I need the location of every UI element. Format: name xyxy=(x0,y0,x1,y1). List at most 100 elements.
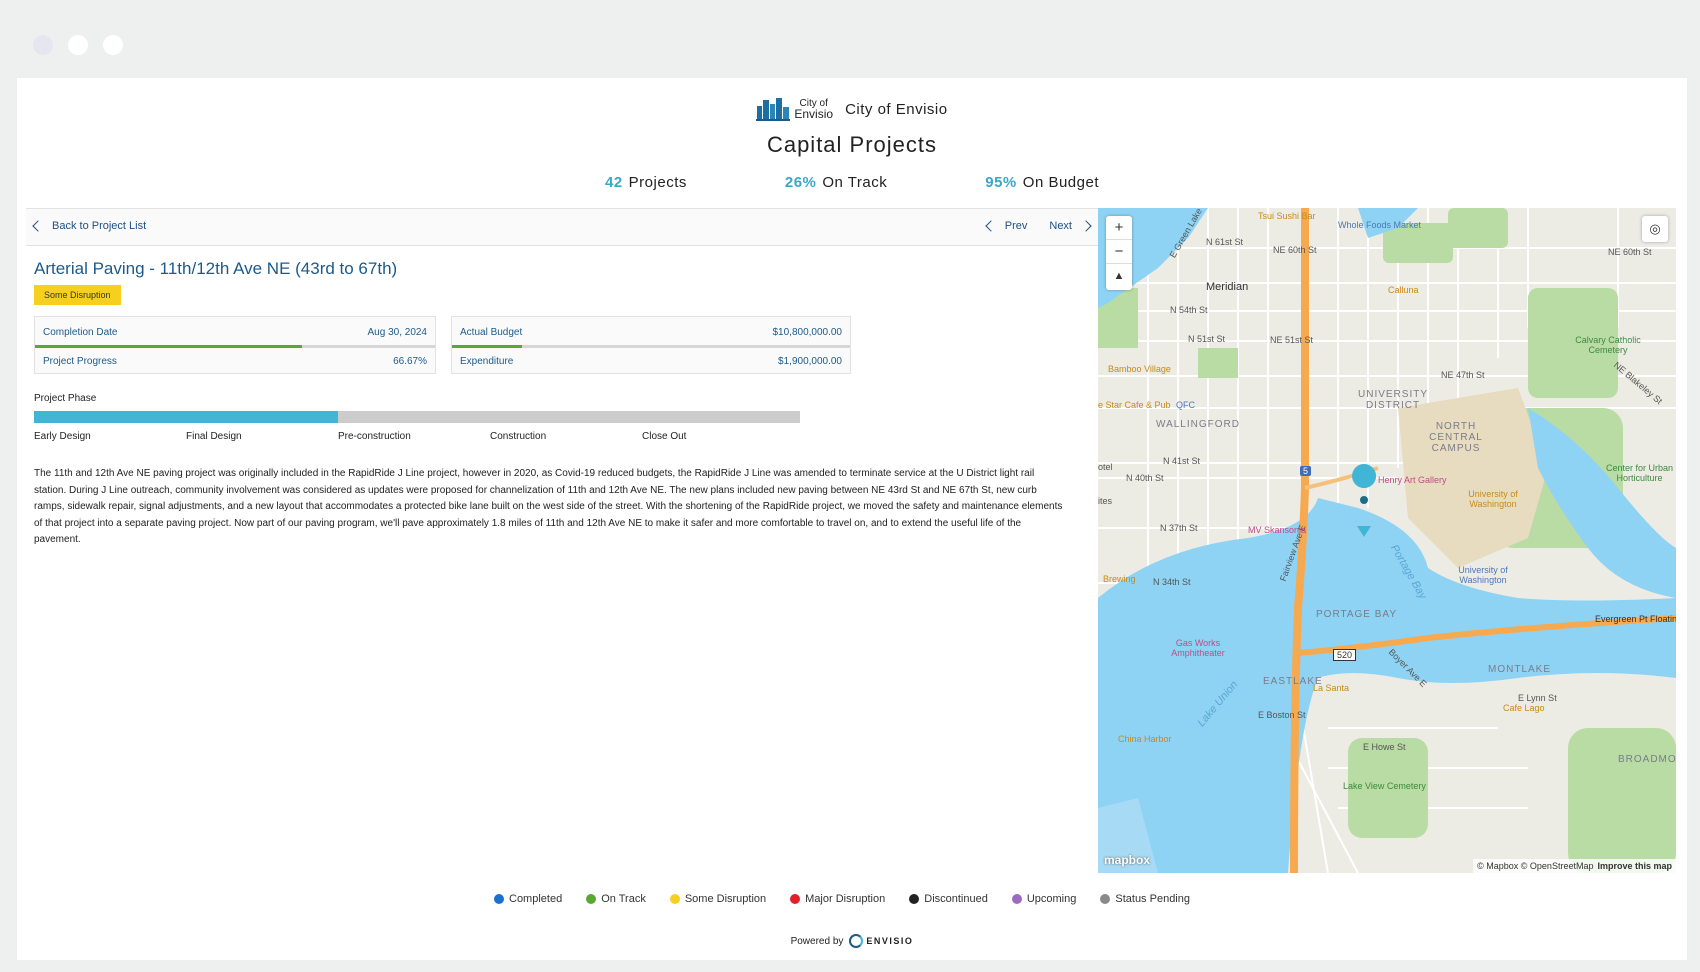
progress-label: Project Progress xyxy=(43,355,117,367)
map-label: E Boston St xyxy=(1258,710,1306,720)
map-label: NORTH CENTRAL CAMPUS xyxy=(1429,421,1483,454)
project-detail-panel: Back to Project List Prev Next Arterial … xyxy=(26,208,1098,873)
map-label: N 40th St xyxy=(1126,473,1164,483)
status-badge: Some Disruption xyxy=(34,285,121,305)
prev-button[interactable]: Prev xyxy=(985,220,1027,232)
expenditure-value: $1,900,000.00 xyxy=(778,355,842,367)
phase-label: Pre-construction xyxy=(338,431,411,442)
next-label: Next xyxy=(1049,220,1072,232)
map-label: N 51st St xyxy=(1188,334,1226,344)
status-dot-icon xyxy=(1100,894,1111,904)
map-label: ites xyxy=(1098,496,1113,506)
phase-label: Final Design xyxy=(186,431,242,442)
back-to-list-button[interactable]: Back to Project List xyxy=(32,220,147,232)
window-dot-icon[interactable] xyxy=(103,35,123,55)
map-attribution: © Mapbox © OpenStreetMap Improve this map xyxy=(1473,859,1676,873)
progress-bar-fill xyxy=(35,345,302,348)
progress-row: Project Progress 66.67% xyxy=(43,352,427,370)
map-label: Meridian xyxy=(1206,281,1249,293)
org-name: City of Envisio xyxy=(845,100,948,118)
map-label: Calluna xyxy=(1388,285,1419,295)
map-label: NE 60th St xyxy=(1273,245,1317,255)
map-label: BROADMOOR xyxy=(1618,754,1676,765)
budget-card: Actual Budget $10,800,000.00 Expenditure… xyxy=(451,316,851,374)
map-label: Henry Art Gallery xyxy=(1378,475,1447,485)
window-dot-icon[interactable] xyxy=(68,35,88,55)
phase-construction: Construction xyxy=(490,411,648,442)
brand-header: City of Envisio City of Envisio xyxy=(17,96,1687,122)
map-label: PORTAGE BAY xyxy=(1316,609,1398,620)
zoom-out-button[interactable]: − xyxy=(1106,240,1132,264)
phase-close-out: Close Out xyxy=(642,411,800,442)
map-label: NE 47th St xyxy=(1441,370,1485,380)
city-skyline-icon xyxy=(756,98,791,121)
map-label: N 54th St xyxy=(1170,305,1208,315)
map-label: China Harbor xyxy=(1118,734,1172,744)
status-dot-icon xyxy=(494,894,504,904)
phase-pre-construction: Pre-construction xyxy=(338,411,496,442)
expenditure-row: Expenditure $1,900,000.00 xyxy=(460,352,842,370)
highway-shield-icon: 520 xyxy=(1333,649,1357,661)
map-label: WALLINGFORD xyxy=(1156,419,1240,430)
project-map[interactable]: Meridian UNIVERSITY DISTRICT WALLINGFORD… xyxy=(1098,208,1676,873)
status-dot-icon xyxy=(669,894,680,904)
envisio-logo-icon xyxy=(849,934,864,948)
next-button[interactable]: Next xyxy=(1049,220,1092,232)
actual-budget-label: Actual Budget xyxy=(460,326,523,338)
powered-by-text: Powered by xyxy=(790,935,844,947)
map-label: UNIVERSITY DISTRICT xyxy=(1358,389,1429,411)
project-phase-label: Project Phase xyxy=(34,393,97,404)
zoom-in-button[interactable]: + xyxy=(1106,216,1132,240)
status-dot-icon xyxy=(1011,894,1022,904)
status-dot-icon xyxy=(909,894,920,904)
phase-label: Close Out xyxy=(642,431,687,442)
status-dot-icon xyxy=(790,894,801,904)
phase-label: Construction xyxy=(490,431,547,442)
map-label: NE 51st St xyxy=(1270,335,1314,345)
actual-budget-row: Actual Budget $10,800,000.00 xyxy=(460,323,842,341)
legend-item-completed: Completed xyxy=(494,893,562,905)
attribution-text[interactable]: © Mapbox © OpenStreetMap xyxy=(1477,861,1594,871)
map-label: Center for Urban Horticulture xyxy=(1605,463,1674,483)
legend-label: Discontinued xyxy=(924,893,988,905)
window-dot-icon[interactable] xyxy=(33,35,53,55)
chevron-right-icon xyxy=(1080,220,1092,232)
legend-label: Completed xyxy=(509,893,563,905)
map-label: NE 60th St xyxy=(1608,247,1652,257)
stat-on-budget: 95% On Budget xyxy=(985,174,1099,191)
legend-label: Upcoming xyxy=(1026,893,1077,905)
project-description: The 11th and 12th Ave NE paving project … xyxy=(34,468,1063,545)
envisio-logo[interactable]: ENVISIO xyxy=(849,934,913,948)
phase-bar xyxy=(34,411,192,423)
map-label: Tsui Sushi Bar xyxy=(1258,211,1316,221)
completion-date-row: Completion Date Aug 30, 2024 xyxy=(43,323,427,341)
legend-item-major-disruption: Major Disruption xyxy=(790,893,885,905)
map-label: EASTLAKE xyxy=(1263,676,1323,687)
map-label: N 61st St xyxy=(1206,237,1244,247)
progress-bar xyxy=(35,345,435,348)
map-label: Whole Foods Market xyxy=(1338,220,1422,230)
map-label: Calvary Catholic Cemetery xyxy=(1575,335,1641,355)
browser-chrome xyxy=(0,0,1700,78)
legend-label: Some Disruption xyxy=(684,893,767,905)
chevron-left-icon xyxy=(985,220,997,232)
powered-by-footer: Powered by ENVISIO xyxy=(17,934,1687,948)
map-label: MV Skansonia xyxy=(1248,525,1307,535)
map-zoom-controls: + − ▲ xyxy=(1106,216,1132,290)
legend-item-on-track: On Track xyxy=(586,893,646,905)
progress-value: 66.67% xyxy=(393,355,427,367)
map-label: Bamboo Village xyxy=(1108,364,1171,374)
back-label: Back to Project List xyxy=(52,220,147,232)
legend-item-discontinued: Discontinued xyxy=(909,893,988,905)
pager: Prev Next xyxy=(985,220,1092,232)
map-label: University of Washington xyxy=(1468,489,1518,509)
compass-button[interactable]: ▲ xyxy=(1113,270,1125,282)
schedule-card: Completion Date Aug 30, 2024 Project Pro… xyxy=(34,316,436,374)
actual-budget-value: $10,800,000.00 xyxy=(772,326,842,338)
improve-map-link[interactable]: Improve this map xyxy=(1597,861,1672,871)
map-label: N 34th St xyxy=(1153,577,1191,587)
locate-button[interactable]: ◎ xyxy=(1642,216,1668,242)
map-label: e Star Cafe & Pub xyxy=(1098,400,1171,410)
mapbox-logo[interactable]: mapbox xyxy=(1104,853,1151,867)
map-label: E Howe St xyxy=(1363,742,1406,752)
